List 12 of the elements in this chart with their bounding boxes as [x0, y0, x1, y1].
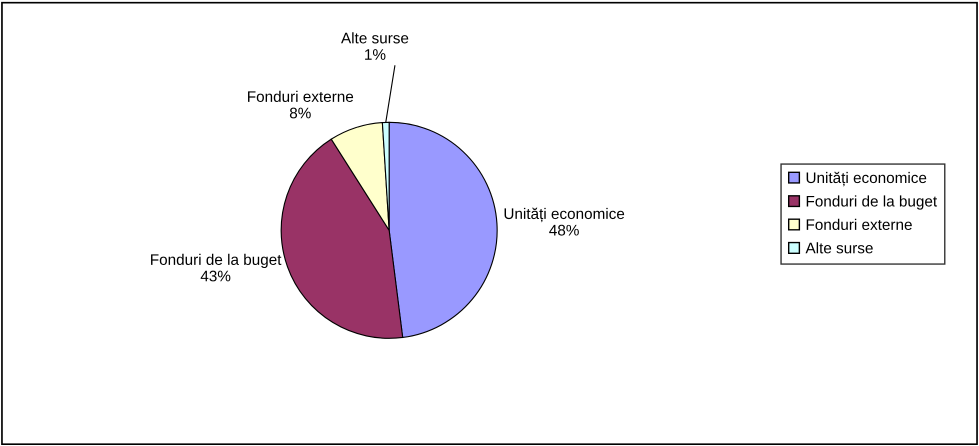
data-label: 8%	[290, 108, 311, 118]
data-label: 1%	[365, 49, 386, 60]
legend-label: Fonduri de la buget	[806, 195, 938, 210]
slice-label: Unități economice	[504, 208, 624, 222]
legend-label: Unități economice	[806, 172, 926, 186]
data-label: 43%	[200, 270, 230, 282]
slice-label: Alte surse	[341, 32, 408, 44]
slice-label: Fonduri externe	[248, 90, 354, 102]
data-label: 48%	[549, 224, 579, 236]
legend-label: Alte surse	[806, 242, 873, 254]
legend-label: Fonduri externe	[806, 218, 912, 230]
slice-label: Fonduri de la buget	[151, 254, 282, 268]
